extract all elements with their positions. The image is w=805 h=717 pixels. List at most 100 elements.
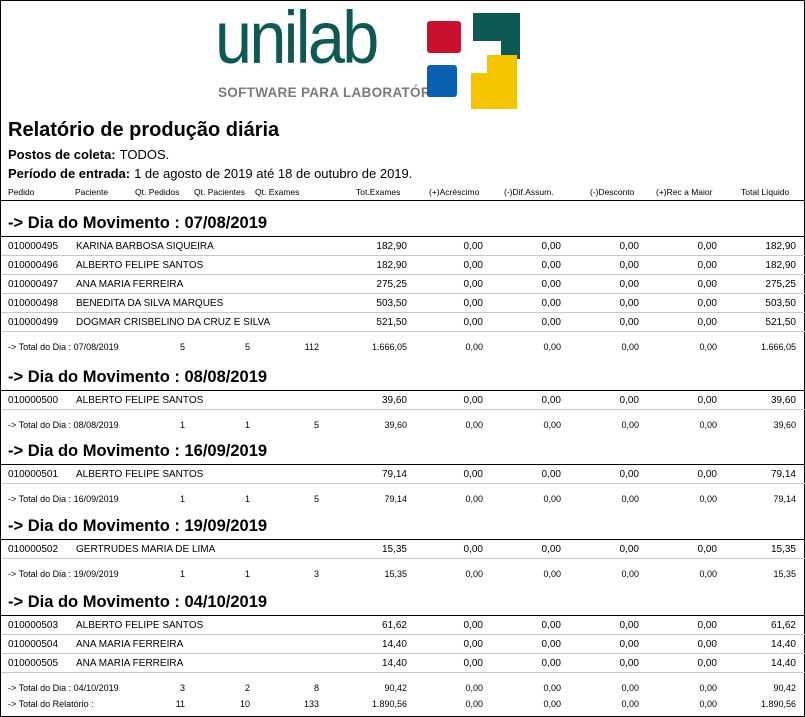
- value-cell: 0,00: [543, 683, 561, 693]
- section-divider: [1, 615, 805, 616]
- table-row: 010000501 ALBERTO FELIPE SANTOS 79,14 0,00 0…: [1, 465, 805, 484]
- value-cell: 0,00: [541, 395, 561, 406]
- table-row: 010000499 DOGMAR CRISBELINO DA CRUZ E SIL…: [1, 313, 805, 332]
- paciente-cell: GERTRUDES MARIA DE LIMA: [76, 544, 216, 555]
- count-cell: 3: [179, 683, 185, 693]
- value-cell: 521,50: [376, 317, 407, 328]
- column-header: (-)Desconto: [590, 187, 635, 197]
- value-cell: 0,00: [543, 420, 561, 430]
- value-cell: 0,00: [619, 241, 639, 252]
- paciente-cell: ALBERTO FELIPE SANTOS: [76, 620, 204, 631]
- value-cell: 14,40: [770, 658, 796, 669]
- paciente-cell: ALBERTO FELIPE SANTOS: [76, 260, 204, 271]
- value-cell: 0,00: [697, 469, 717, 480]
- value-cell: 1.666,05: [760, 342, 796, 352]
- day-total-label: -> Total do Dia : 08/08/2019: [8, 420, 119, 430]
- column-header: Pedido: [8, 187, 35, 197]
- value-cell: 0,00: [463, 395, 483, 406]
- postos-value: TODOS.: [119, 147, 170, 162]
- table-row: 010000500 ALBERTO FELIPE SANTOS 39,60 0,00 0…: [1, 391, 805, 410]
- value-cell: 0,00: [621, 569, 639, 579]
- value-cell: 0,00: [463, 260, 483, 271]
- pedido-cell: 010000496: [8, 260, 59, 271]
- unilab-logo: unilab SOFTWARE PARA LABORATÓRIO: [215, 1, 525, 114]
- pedido-cell: 010000499: [8, 317, 59, 328]
- value-cell: 0,00: [543, 569, 561, 579]
- paciente-cell: ANA MARIA FERREIRA: [76, 658, 184, 669]
- value-cell: 0,00: [697, 658, 717, 669]
- value-cell: 0,00: [697, 317, 717, 328]
- pedido-cell: 010000498: [8, 298, 59, 309]
- value-cell: 0,00: [541, 620, 561, 631]
- pedido-cell: 010000502: [8, 544, 59, 555]
- value-cell: 0,00: [621, 683, 639, 693]
- value-cell: 0,00: [699, 342, 717, 352]
- value-cell: 0,00: [699, 699, 717, 709]
- count-cell: 3: [313, 569, 319, 579]
- day-heading: -> Dia do Movimento : 04/10/2019: [8, 593, 268, 611]
- logo-cross-icon: [427, 13, 520, 109]
- table-row: 010000495 KARINA BARBOSA SIQUEIRA 182,90 0,…: [1, 237, 805, 256]
- value-cell: 14,40: [381, 639, 407, 650]
- count-cell: 1: [179, 494, 185, 504]
- day-total-row: -> Total do Dia : 16/09/2019 1 1 5 79,14 0,00…: [1, 490, 805, 509]
- value-cell: 0,00: [465, 683, 483, 693]
- table-row: 010000505 ANA MARIA FERREIRA 14,40 0,00 0,00…: [1, 654, 805, 673]
- grand-total-label: -> Total do Relatório :: [8, 699, 94, 709]
- value-cell: 39,60: [773, 420, 796, 430]
- value-cell: 0,00: [463, 469, 483, 480]
- value-cell: 0,00: [619, 658, 639, 669]
- value-cell: 0,00: [619, 298, 639, 309]
- value-cell: 0,00: [621, 699, 639, 709]
- report-title: Relatório de produção diária: [8, 119, 280, 141]
- value-cell: 1.890,56: [371, 699, 407, 709]
- value-cell: 0,00: [541, 260, 561, 271]
- value-cell: 90,42: [384, 683, 407, 693]
- value-cell: 0,00: [697, 544, 717, 555]
- count-cell: 112: [304, 342, 319, 352]
- value-cell: 182,90: [765, 260, 796, 271]
- pedido-cell: 010000495: [8, 241, 59, 252]
- count-cell: 11: [175, 699, 185, 709]
- value-cell: 0,00: [621, 420, 639, 430]
- value-cell: 0,00: [697, 279, 717, 290]
- value-cell: 0,00: [621, 342, 639, 352]
- value-cell: 0,00: [697, 298, 717, 309]
- grand-total-row: -> Total do Relatório : 11 10 133 1.890,56 0,…: [1, 695, 805, 714]
- value-cell: 0,00: [541, 658, 561, 669]
- value-cell: 275,25: [765, 279, 796, 290]
- table-row: 010000498 BENEDITA DA SILVA MARQUES 503,50…: [1, 294, 805, 313]
- value-cell: 15,35: [381, 544, 407, 555]
- section-divider: [1, 390, 805, 391]
- column-header: (+)Acréscimo: [429, 187, 480, 197]
- value-cell: 0,00: [463, 639, 483, 650]
- count-cell: 5: [313, 420, 319, 430]
- value-cell: 0,00: [465, 342, 483, 352]
- table-row: 010000504 ANA MARIA FERREIRA 14,40 0,00 0,00…: [1, 635, 805, 654]
- value-cell: 0,00: [619, 260, 639, 271]
- day-heading: -> Dia do Movimento : 19/09/2019: [8, 517, 268, 535]
- value-cell: 182,90: [765, 241, 796, 252]
- value-cell: 0,00: [541, 317, 561, 328]
- paciente-cell: ANA MARIA FERREIRA: [76, 279, 184, 290]
- value-cell: 61,62: [381, 620, 407, 631]
- column-header-row: Pedido Paciente Qt. Pedidos Qt. Pacientes Qt…: [1, 187, 805, 201]
- value-cell: 15,35: [773, 569, 796, 579]
- value-cell: 0,00: [697, 260, 717, 271]
- paciente-cell: ALBERTO FELIPE SANTOS: [76, 395, 204, 406]
- count-cell: 10: [239, 699, 250, 709]
- logo-wordmark: unilab: [215, 0, 379, 79]
- count-cell: 2: [244, 683, 250, 693]
- count-cell: 1: [244, 420, 250, 430]
- section-divider: [1, 464, 805, 465]
- value-cell: 79,14: [384, 494, 407, 504]
- value-cell: 90,42: [773, 683, 796, 693]
- value-cell: 39,60: [384, 420, 407, 430]
- day-total-row: -> Total do Dia : 08/08/2019 1 1 5 39,60 0,00…: [1, 416, 805, 435]
- pedido-cell: 010000505: [8, 658, 59, 669]
- value-cell: 0,00: [699, 683, 717, 693]
- paciente-cell: ALBERTO FELIPE SANTOS: [76, 469, 204, 480]
- day-total-label: -> Total do Dia : 19/09/2019: [8, 569, 119, 579]
- count-cell: 8: [313, 683, 319, 693]
- value-cell: 0,00: [619, 317, 639, 328]
